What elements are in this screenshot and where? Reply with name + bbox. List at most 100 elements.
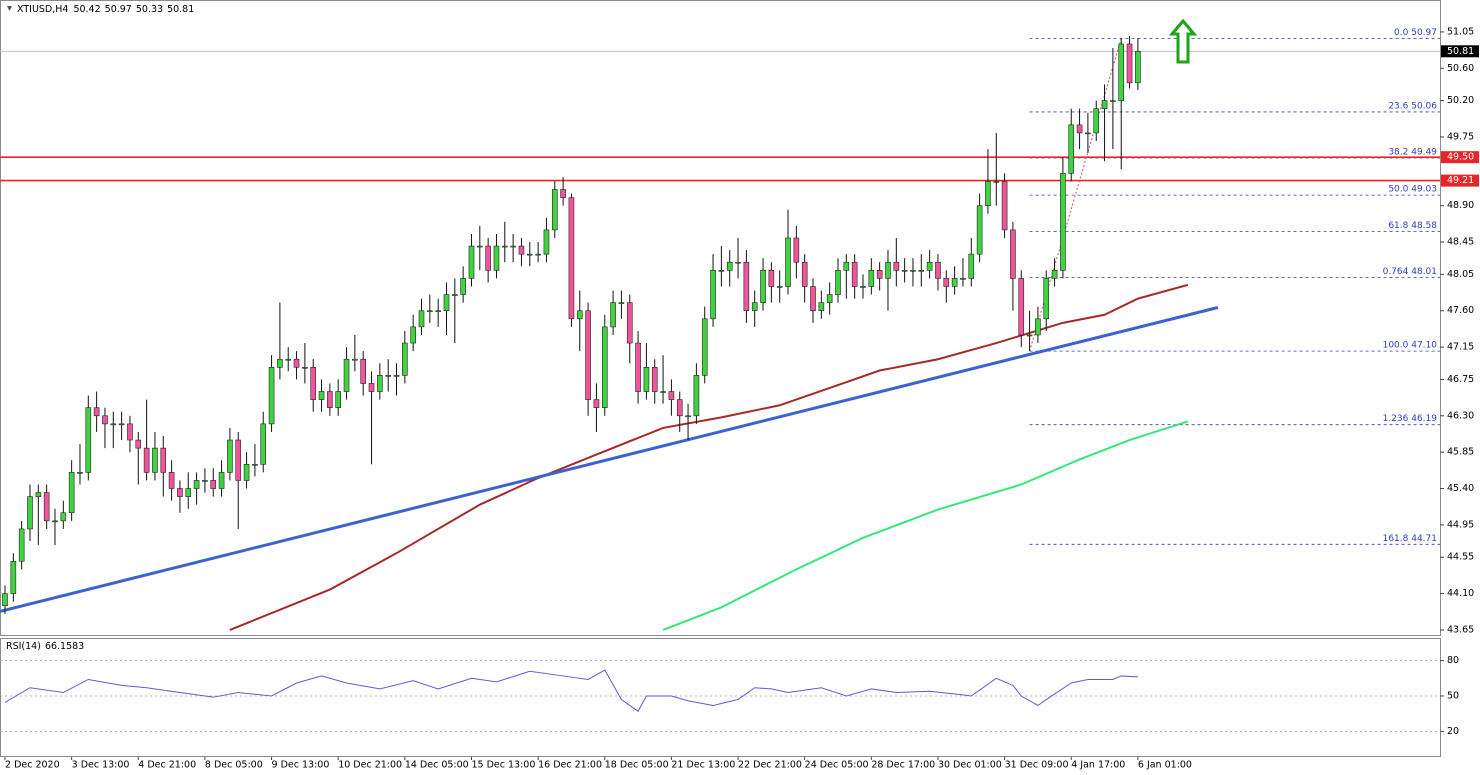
rsi-panel-frame xyxy=(0,638,1441,757)
candle-body xyxy=(560,189,566,198)
x-tick-label: 30 Dec 01:00 xyxy=(938,760,1002,771)
candle-body xyxy=(518,245,525,255)
high: 50.97 xyxy=(105,4,132,15)
candle-body xyxy=(18,528,25,562)
candle-body xyxy=(360,358,366,384)
y-tick-label: 44.10 xyxy=(1447,588,1474,599)
overlay-line xyxy=(229,283,1189,631)
candle-body xyxy=(1060,173,1066,271)
candle-body xyxy=(1118,43,1125,101)
candle-body xyxy=(568,197,575,320)
y-tick-label: 48.45 xyxy=(1447,237,1474,248)
candle-body xyxy=(551,189,558,231)
x-tick-label: 16 Dec 21:00 xyxy=(538,760,602,771)
y-tick-label: 46.75 xyxy=(1447,374,1474,385)
candle-body xyxy=(1101,100,1108,109)
x-tick-label: 28 Dec 17:00 xyxy=(871,760,935,771)
candle-body xyxy=(460,278,466,295)
candle-body xyxy=(1026,334,1033,337)
y-tick-label: 48.05 xyxy=(1447,269,1474,280)
y-tick-label: 50.20 xyxy=(1447,95,1474,106)
candle-body xyxy=(402,342,408,376)
fib-label: 38.2 49.49 xyxy=(1388,147,1437,157)
candle-body xyxy=(410,326,416,344)
y-tick-label: 47.60 xyxy=(1447,305,1474,316)
last-price-label: 50.81 xyxy=(1447,46,1474,57)
rsi-plot xyxy=(0,660,1440,732)
level-label: 49.50 xyxy=(1447,152,1474,163)
x-tick-label: 2 Dec 2020 xyxy=(5,760,60,771)
candle-body xyxy=(102,415,108,425)
level-label-box xyxy=(1441,151,1479,164)
candle-body xyxy=(10,560,17,594)
candle-body xyxy=(93,407,100,417)
candle-body xyxy=(227,439,233,473)
candle-body xyxy=(910,270,916,272)
candle-body xyxy=(693,375,700,417)
rsi-line xyxy=(4,669,1138,713)
candle-body xyxy=(626,302,633,344)
candle-body xyxy=(818,302,825,312)
candle-body xyxy=(668,391,675,400)
candle-body xyxy=(776,286,783,288)
low: 50.33 xyxy=(136,4,163,15)
candle-body xyxy=(585,310,591,400)
x-tick-label: 4 Jan 17:00 xyxy=(1071,760,1125,771)
candle-body xyxy=(1110,100,1116,102)
candle-body xyxy=(218,472,225,489)
candle-body xyxy=(651,366,658,392)
candle-body xyxy=(735,261,741,264)
candle-body xyxy=(610,302,616,328)
fib-label: 23.6 50.06 xyxy=(1388,101,1437,111)
candle-body xyxy=(760,270,766,303)
x-tick-label: 8 Dec 05:00 xyxy=(205,760,263,771)
candle-body xyxy=(368,383,375,392)
candle-body xyxy=(993,181,1000,183)
y-tick-label: 51.05 xyxy=(1447,26,1474,37)
open: 50.42 xyxy=(73,4,100,15)
candle-body xyxy=(501,245,508,248)
candle-body xyxy=(876,270,883,279)
candle-body xyxy=(1093,108,1100,134)
fib-label: 0.0 50.97 xyxy=(1394,28,1437,38)
candle-body xyxy=(543,229,550,255)
candle-body xyxy=(810,286,816,312)
candle-body xyxy=(127,423,133,441)
candle-body xyxy=(60,512,67,522)
candle-body xyxy=(985,181,991,206)
candle-body xyxy=(335,391,342,409)
candle-body xyxy=(485,245,491,271)
candle-body xyxy=(785,237,791,287)
candle-body xyxy=(168,472,175,489)
candle-body xyxy=(302,366,308,369)
candle-body xyxy=(210,480,217,489)
header-icon xyxy=(7,6,12,11)
candle-body xyxy=(743,261,750,312)
candle-body xyxy=(835,270,841,295)
candle-body xyxy=(385,375,391,377)
candle-body xyxy=(1085,132,1091,135)
x-tick-label: 24 Dec 05:00 xyxy=(805,760,869,771)
x-tick-label: 6 Jan 01:00 xyxy=(1138,760,1192,771)
candle-body xyxy=(327,391,333,409)
rsi-tick-label: 20 xyxy=(1447,726,1459,737)
rsi-name: RSI(14) xyxy=(6,641,41,652)
candle-body xyxy=(185,488,192,497)
candle-body xyxy=(85,407,92,473)
x-tick-label: 31 Dec 09:00 xyxy=(1005,760,1069,771)
candle-body xyxy=(918,270,925,272)
candle-body xyxy=(268,366,275,425)
candle-body xyxy=(235,439,242,481)
candle-body xyxy=(318,391,325,400)
candle-body xyxy=(1068,124,1075,174)
x-tick-label: 9 Dec 13:00 xyxy=(272,760,330,771)
candle-body xyxy=(43,492,50,522)
candle-body xyxy=(660,391,666,393)
candle-body xyxy=(377,375,383,392)
candle-body xyxy=(751,302,758,312)
candle-body xyxy=(1001,181,1008,231)
overlay-line xyxy=(0,306,1219,613)
overlay-line xyxy=(662,420,1189,631)
